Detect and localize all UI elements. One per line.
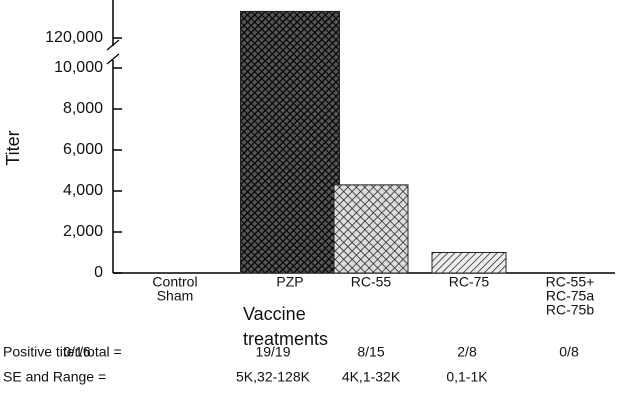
row-cell: 8/15 [357, 344, 384, 360]
y-tick-label: 4,000 [63, 182, 103, 199]
row-cell: 0/8 [559, 344, 579, 360]
x-axis-title: Vaccine [243, 304, 306, 324]
x-tick-label: RC-75a [546, 288, 594, 304]
row-cell: 19/19 [255, 344, 290, 360]
x-tick-label: RC-55 [351, 274, 392, 290]
row-label: Positive titer/total = [3, 344, 122, 360]
row-cell: 5K,32-128K [236, 369, 311, 385]
axis-break [106, 53, 120, 65]
y-tick-label: 0 [94, 264, 103, 281]
x-tick-label: RC-55+ [546, 274, 595, 290]
x-tick-label: RC-75b [546, 302, 594, 318]
row-cell: 4K,1-32K [342, 369, 401, 385]
y-tick-label: 8,000 [63, 100, 103, 117]
x-tick-label: PZP [276, 274, 303, 290]
row-label: SE and Range = [3, 369, 106, 385]
x-tick-label: Control [152, 274, 197, 290]
y-tick-label: 2,000 [63, 223, 103, 240]
axis-break [106, 39, 120, 51]
x-tick-label: RC-75 [449, 274, 490, 290]
row-cell: 0/16 [63, 344, 90, 360]
y-tick-label: 10,000 [54, 59, 103, 76]
y-tick-label: 120,000 [45, 29, 103, 46]
x-tick-label: Sham [157, 288, 194, 304]
row-cell: 0,1-1K [446, 369, 488, 385]
y-tick-label: 6,000 [63, 141, 103, 158]
x-axis-title: treatments [243, 329, 328, 349]
bar [431, 252, 507, 274]
bar [240, 10, 340, 274]
row-cell: 2/8 [457, 344, 477, 360]
y-axis-title: Titer [3, 130, 23, 165]
bar [333, 184, 409, 274]
